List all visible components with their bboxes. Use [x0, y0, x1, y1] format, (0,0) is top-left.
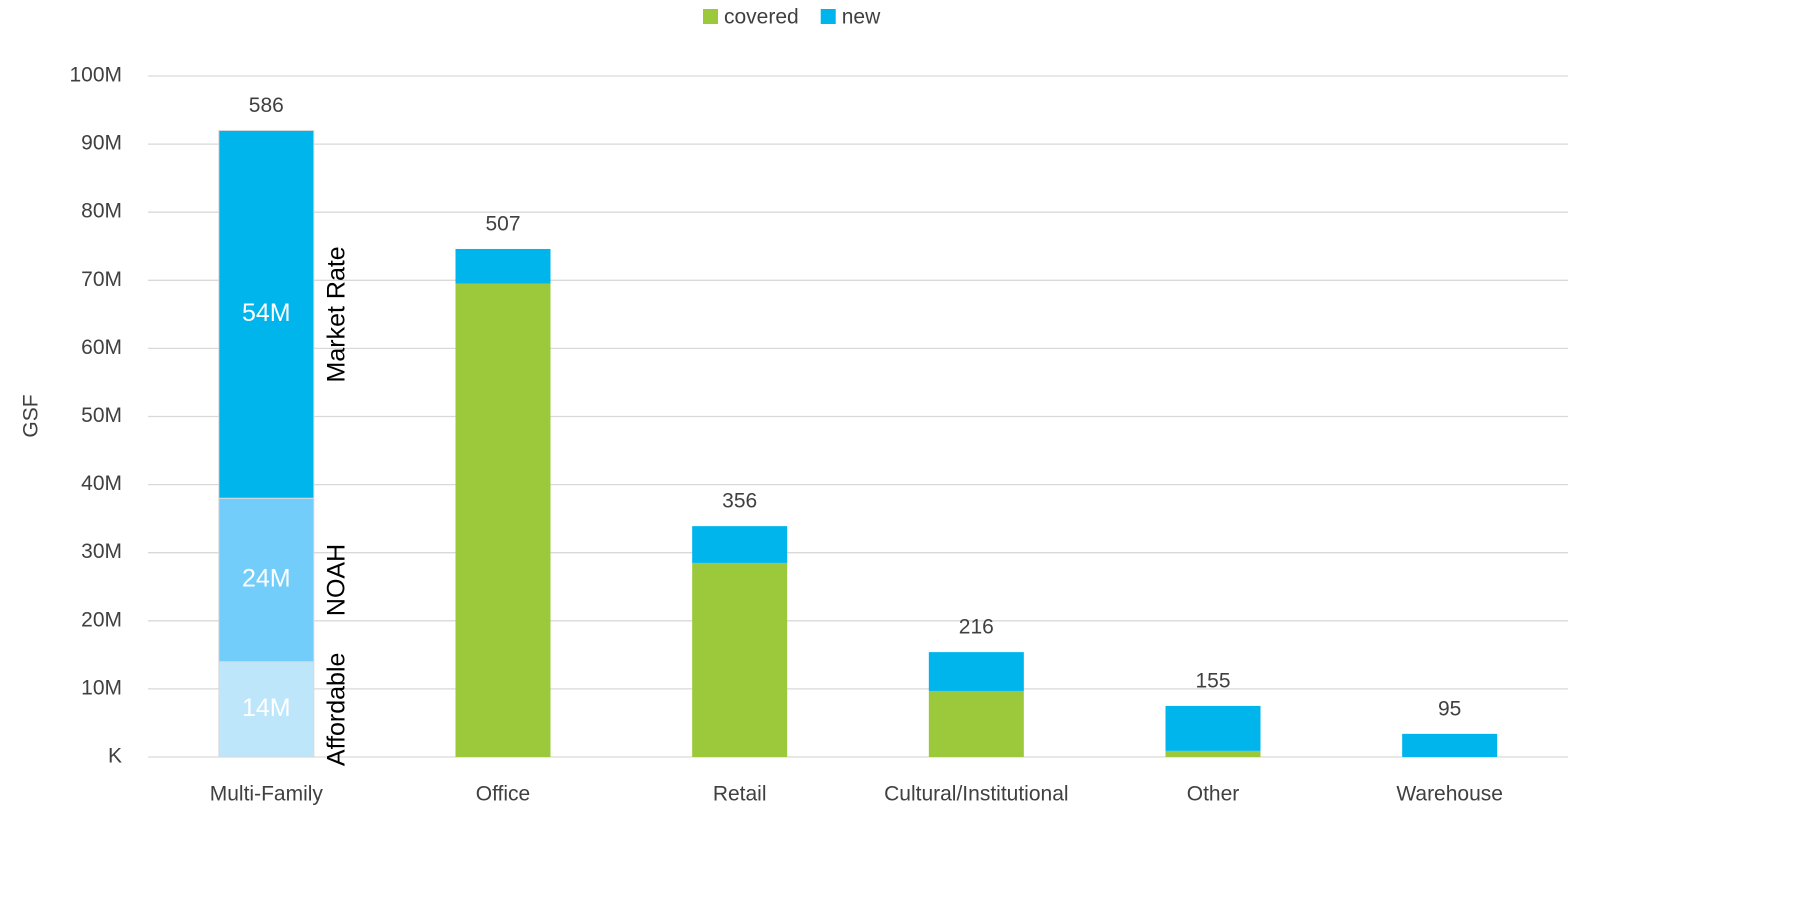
- bar-segment: [692, 526, 788, 563]
- y-tick-label: 100M: [69, 64, 122, 87]
- y-axis-label: GSF: [20, 394, 43, 437]
- y-tick-label: 90M: [81, 132, 122, 155]
- legend-swatch: [703, 9, 718, 24]
- bar-segment: [692, 562, 788, 757]
- count-label: 95: [1438, 697, 1461, 720]
- x-tick-label: Retail: [713, 783, 767, 806]
- y-tick-label: 40M: [81, 472, 122, 495]
- bar-segment: [455, 283, 551, 757]
- legend-label: covered: [724, 6, 799, 29]
- count-label: 507: [485, 213, 520, 236]
- x-tick-label: Warehouse: [1396, 783, 1503, 806]
- count-label: 586: [249, 94, 284, 117]
- y-tick-label: 30M: [81, 540, 122, 563]
- segment-name: Market Rate: [322, 246, 350, 382]
- bar-segment: [1165, 705, 1261, 751]
- y-tick-label: 50M: [81, 404, 122, 427]
- y-tick-label: 80M: [81, 200, 122, 223]
- legend-label: new: [842, 6, 881, 29]
- bar-segment: [455, 248, 551, 284]
- count-label: 356: [722, 490, 757, 513]
- x-tick-label: Multi-Family: [210, 783, 324, 806]
- bar-segment: [218, 661, 315, 758]
- bar-segment: [1402, 733, 1498, 757]
- x-tick-label: Office: [476, 783, 530, 806]
- y-tick-label: 10M: [81, 676, 122, 699]
- legend-swatch: [820, 9, 836, 24]
- bar-segment: [218, 129, 315, 499]
- segment-name: Affordable: [322, 653, 350, 767]
- y-tick-label: 70M: [81, 268, 122, 291]
- y-tick-label: K: [108, 745, 122, 768]
- segment-name: NOAH: [322, 544, 350, 616]
- segment-value-label: 24M: [242, 565, 291, 593]
- y-tick-label: 20M: [81, 608, 122, 631]
- bar-segment: [928, 690, 1024, 757]
- count-label: 155: [1195, 669, 1230, 692]
- x-tick-label: Cultural/Institutional: [884, 783, 1068, 806]
- x-tick-label: Other: [1187, 783, 1240, 806]
- bar-segment: [218, 497, 315, 663]
- bar-segment: [928, 652, 1024, 691]
- count-label: 216: [959, 616, 994, 639]
- segment-value-label: 14M: [242, 694, 291, 722]
- segment-value-label: 54M: [242, 299, 291, 327]
- bar-segment: [1165, 750, 1261, 757]
- y-tick-label: 60M: [81, 336, 122, 359]
